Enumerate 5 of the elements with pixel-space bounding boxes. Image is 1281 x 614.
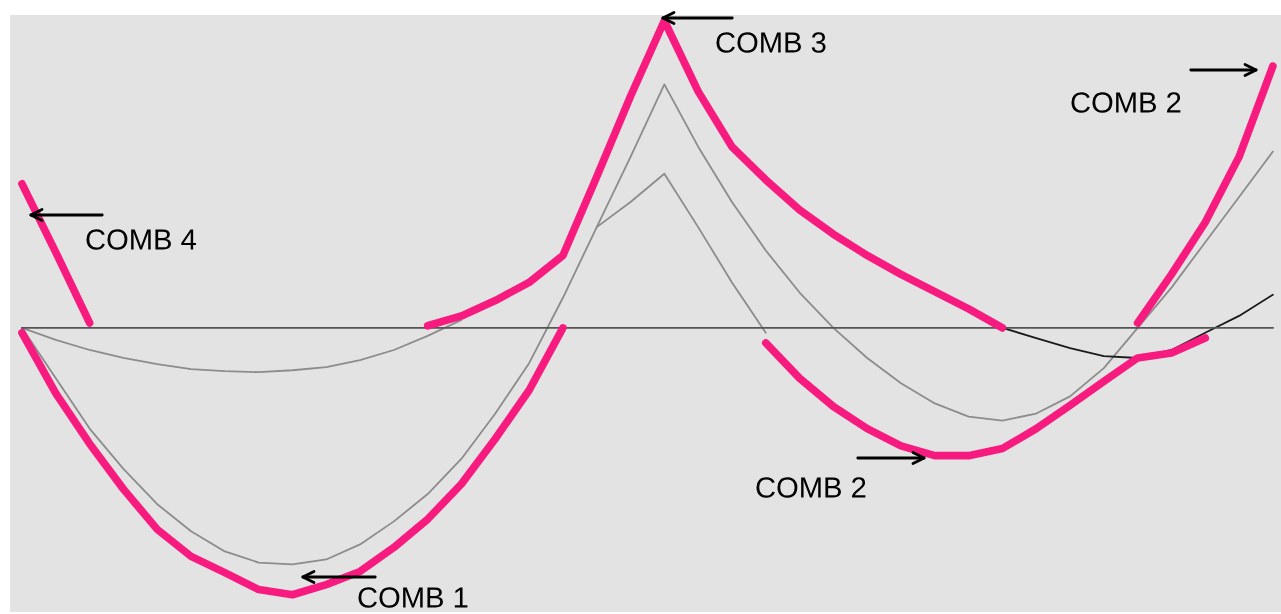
annotation: COMB 2	[1071, 92, 1181, 113]
annotation: COMB 3	[716, 32, 826, 53]
annotation: COMB 1	[358, 587, 468, 608]
annotation: COMB 2	[756, 477, 866, 498]
annotation: COMB 4	[86, 229, 196, 250]
